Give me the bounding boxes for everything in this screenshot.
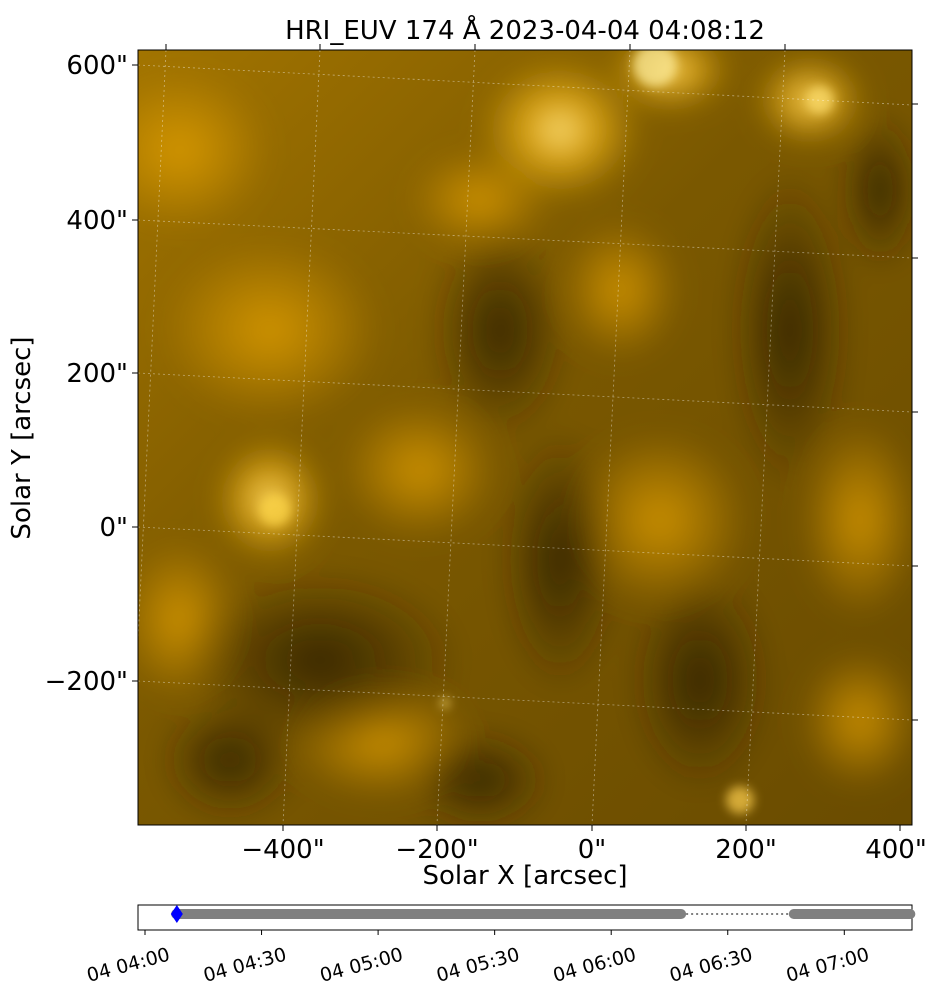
timeline-tick-label: 04 05:30 bbox=[434, 944, 522, 987]
timeline-strip: 04 04:00 04 04:30 04 05:00 04 05:30 04 06:00… bbox=[85, 904, 916, 987]
x-axis-label: Solar X [arcsec] bbox=[422, 861, 627, 891]
current-frame-marker bbox=[170, 905, 183, 923]
y-tick-label: 200" bbox=[66, 359, 128, 389]
timeline-tick-label: 04 04:00 bbox=[85, 944, 173, 987]
timeline-tick-label: 04 06:30 bbox=[667, 944, 755, 987]
figure-title: HRI_EUV 174 Å 2023-04-04 04:08:12 bbox=[285, 14, 765, 46]
x-tick-label: 400" bbox=[865, 835, 927, 865]
solar-image bbox=[138, 50, 912, 825]
y-tick-label: 600" bbox=[66, 51, 128, 81]
timeline-ticks: 04 04:00 04 04:30 04 05:00 04 05:30 04 06:00… bbox=[85, 930, 872, 987]
timeline-tick-label: 04 04:30 bbox=[201, 944, 289, 987]
x-tick-label: −200" bbox=[395, 835, 478, 865]
x-axis: −400" −200" 0" 200" 400" Solar X [arcsec… bbox=[241, 825, 927, 891]
y-axis-label: Solar Y [arcsec] bbox=[7, 336, 37, 539]
timeline-tick-label: 04 07:00 bbox=[784, 944, 872, 987]
y-tick-label: 400" bbox=[66, 206, 128, 236]
timeline-coverage-bar bbox=[788, 909, 916, 919]
y-tick-label: 0" bbox=[99, 513, 128, 543]
y-axis: 600" 400" 200" 0" −200" Solar Y [arcsec] bbox=[7, 51, 138, 697]
timeline-coverage bbox=[170, 905, 916, 923]
timeline-tick-label: 04 05:00 bbox=[318, 944, 406, 987]
timeline-coverage-bar bbox=[171, 909, 687, 919]
x-tick-label: 200" bbox=[715, 835, 777, 865]
x-tick-label: −400" bbox=[241, 835, 324, 865]
x-tick-label: 0" bbox=[578, 835, 607, 865]
timeline-tick-label: 04 06:00 bbox=[551, 944, 639, 987]
y-tick-label: −200" bbox=[45, 667, 128, 697]
